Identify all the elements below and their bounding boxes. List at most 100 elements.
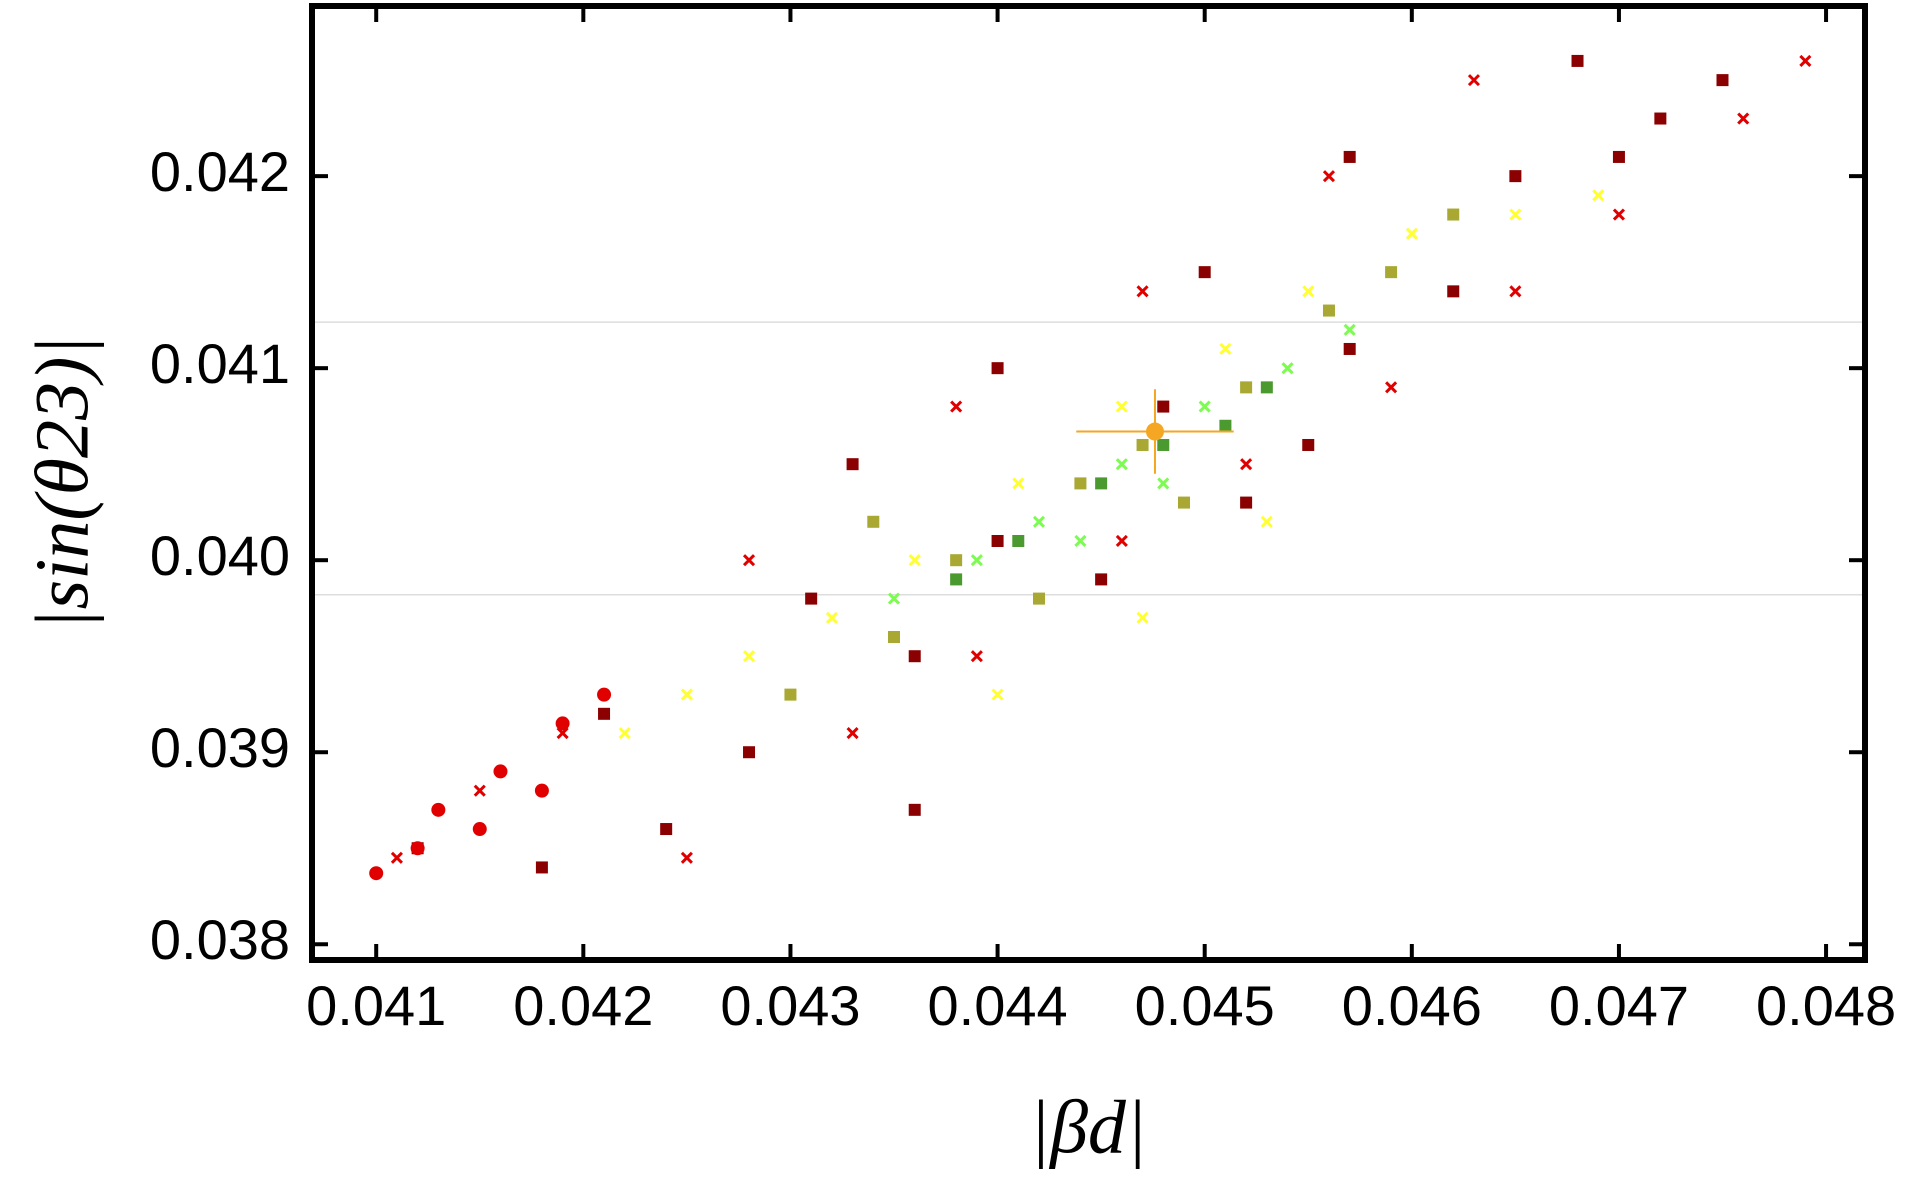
point (1467, 74, 1481, 87)
point (743, 746, 756, 759)
point (390, 851, 403, 864)
point (1177, 496, 1190, 509)
point (1571, 54, 1584, 67)
point (1343, 150, 1356, 163)
point (618, 726, 631, 740)
point (473, 784, 486, 797)
point (888, 631, 901, 644)
point (1240, 381, 1253, 394)
y-tick-label: 0.042 (150, 140, 290, 203)
point (846, 458, 859, 471)
point (1509, 208, 1522, 221)
point (1281, 362, 1294, 375)
point (1115, 534, 1128, 548)
point (1447, 208, 1460, 221)
point (1612, 150, 1625, 163)
point (1095, 573, 1108, 586)
point (1136, 438, 1149, 451)
point (1385, 266, 1398, 279)
point (908, 554, 921, 567)
point (846, 726, 859, 740)
x-tick-label: 0.041 (306, 974, 446, 1037)
point (597, 687, 612, 702)
point (1032, 592, 1045, 605)
point (1716, 74, 1729, 87)
point (555, 716, 570, 731)
point (369, 866, 384, 881)
point (1302, 285, 1315, 298)
point (825, 611, 838, 624)
point (1322, 170, 1336, 183)
x-tick-label: 0.044 (928, 974, 1068, 1037)
point (1115, 458, 1128, 471)
point (991, 688, 1004, 701)
point (867, 515, 880, 528)
point (1737, 112, 1750, 125)
point (598, 707, 611, 720)
point (805, 592, 818, 605)
point (1095, 477, 1108, 490)
point (1302, 438, 1315, 451)
point (970, 554, 983, 567)
x-tick-label: 0.047 (1549, 974, 1689, 1037)
y-tick-label: 0.040 (150, 524, 290, 587)
point (1074, 534, 1087, 548)
point (556, 726, 569, 740)
point (1115, 400, 1128, 413)
point (742, 554, 756, 567)
y-tick-label: 0.041 (150, 332, 290, 395)
point (680, 688, 693, 701)
point (535, 861, 548, 874)
point (472, 822, 487, 837)
point (1198, 266, 1211, 279)
point (1198, 400, 1211, 413)
point (991, 534, 1004, 547)
point (1343, 342, 1356, 355)
point (1405, 227, 1418, 240)
point (1157, 438, 1170, 451)
reference-point (1145, 422, 1164, 441)
x-tick-label: 0.042 (513, 974, 653, 1037)
point (1447, 285, 1460, 298)
point (1012, 477, 1025, 490)
x-tick-label: 0.048 (1756, 974, 1896, 1037)
point (1012, 534, 1025, 547)
point (493, 764, 508, 779)
point (1157, 477, 1170, 490)
point (1385, 381, 1398, 394)
point (742, 650, 756, 663)
point (887, 592, 901, 605)
point (410, 841, 425, 856)
point (1260, 515, 1273, 528)
x-tick-label: 0.043 (720, 974, 860, 1037)
point (784, 688, 797, 701)
point (1219, 342, 1232, 356)
point (534, 783, 549, 798)
point (1509, 285, 1522, 298)
y-tick-label: 0.038 (150, 908, 290, 971)
point (908, 650, 921, 663)
point (1240, 458, 1253, 471)
point (1260, 381, 1273, 394)
point (1136, 285, 1149, 298)
point (950, 554, 963, 567)
x-tick-label: 0.045 (1135, 974, 1275, 1037)
point (1799, 54, 1812, 67)
point (991, 362, 1004, 375)
point (970, 650, 983, 663)
point (1032, 515, 1046, 528)
point (908, 803, 921, 816)
point (1509, 170, 1522, 183)
point (1074, 477, 1087, 490)
y-tick-label: 0.039 (150, 716, 290, 779)
x-tick-label: 0.046 (1342, 974, 1482, 1037)
point (680, 851, 693, 864)
x-axis-label: |βd| (1029, 1085, 1147, 1169)
point (1157, 400, 1170, 413)
point (1136, 611, 1149, 624)
y-axis-label: |sin(θ23)| (20, 336, 104, 630)
point (1654, 112, 1667, 125)
point (431, 802, 446, 817)
